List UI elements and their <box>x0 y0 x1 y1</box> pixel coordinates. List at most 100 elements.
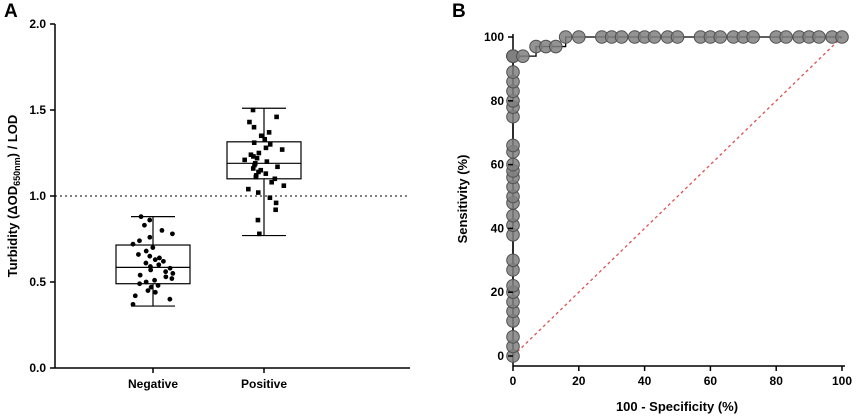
data-point <box>147 264 153 269</box>
roc-panel: 0 20 40 60 80 100 0 20 40 60 80 100 100 - Specifici… <box>455 30 852 414</box>
box-plot-points <box>130 107 287 307</box>
data-point <box>252 161 258 166</box>
data-point <box>258 167 264 173</box>
x-tick-label: Negative <box>128 377 178 391</box>
data-point <box>257 231 262 237</box>
data-point <box>159 228 165 233</box>
roc-point <box>746 30 760 44</box>
y-axis-title: Turbidity (ΔOD650nm) / LOD <box>5 115 22 278</box>
data-point <box>150 245 156 251</box>
data-point <box>247 119 252 125</box>
roc-point <box>812 30 826 44</box>
y-tick-label: 1.0 <box>29 189 46 203</box>
data-point <box>163 274 169 280</box>
data-point <box>242 157 247 163</box>
data-point <box>147 217 153 223</box>
data-point <box>155 283 161 288</box>
roc-y-tick-label: 60 <box>491 158 505 172</box>
data-point <box>263 171 269 176</box>
data-point <box>262 136 268 142</box>
data-point <box>152 289 158 295</box>
roc-x-tick-label: 100 <box>832 374 852 388</box>
data-point <box>275 164 280 170</box>
roc-reference-line <box>512 36 843 357</box>
data-point <box>170 271 176 276</box>
roc-ticks: 0 20 40 60 80 100 0 20 40 60 80 100 <box>484 30 852 388</box>
data-point <box>273 207 278 213</box>
data-point <box>264 159 270 164</box>
data-point <box>143 279 149 285</box>
data-point <box>170 231 175 237</box>
roc-point <box>506 279 520 293</box>
data-point <box>274 114 279 120</box>
roc-y-tick-label: 0 <box>497 349 504 363</box>
data-point <box>148 267 154 273</box>
y-tick-label: 0.5 <box>29 275 46 289</box>
data-point <box>152 257 158 263</box>
roc-point <box>506 208 520 223</box>
data-point <box>138 214 144 220</box>
data-point <box>266 130 272 135</box>
box-plot-panel: 0.0 0.5 1.0 1.5 2.0 Negative Positive Turbidit… <box>5 17 410 391</box>
roc-point <box>572 30 586 44</box>
data-point <box>253 173 259 178</box>
data-point <box>279 147 285 152</box>
roc-x-tick-label: 60 <box>704 374 718 388</box>
data-point <box>143 248 149 254</box>
data-point <box>250 107 256 113</box>
data-point <box>156 262 162 268</box>
data-point <box>152 277 157 283</box>
data-point <box>273 200 279 206</box>
roc-x-tick-label: 80 <box>770 374 784 388</box>
data-point <box>246 186 251 192</box>
reference-line <box>512 36 843 357</box>
y-axis-title-sub: 650nm <box>12 157 22 186</box>
y-tick-label: 1.5 <box>29 103 46 117</box>
data-point <box>130 301 136 307</box>
data-point <box>255 217 261 223</box>
roc-y-tick-label: 100 <box>484 30 504 44</box>
roc-point <box>506 253 520 268</box>
data-point <box>137 272 143 278</box>
roc-point <box>670 30 685 44</box>
roc-point <box>558 30 573 44</box>
roc-point <box>506 138 520 153</box>
data-point <box>137 281 143 287</box>
data-point <box>256 150 262 156</box>
data-point <box>258 133 264 139</box>
data-point <box>251 124 257 130</box>
roc-x-tick-label: 0 <box>510 374 517 388</box>
box-plot-ticks: 0.0 0.5 1.0 1.5 2.0 Negative Positive <box>29 17 287 391</box>
data-point <box>255 190 261 195</box>
data-point <box>267 142 273 147</box>
panel-b-letter: B <box>452 1 466 22</box>
data-point <box>132 293 138 299</box>
roc-y-tick-label: 80 <box>491 94 505 108</box>
data-point <box>136 252 141 257</box>
x-axis-title: 100 - Specificity (%) <box>616 399 738 414</box>
roc-point <box>506 330 520 344</box>
roc-point <box>614 30 629 44</box>
data-point <box>167 296 173 302</box>
data-point <box>130 241 136 247</box>
roc-curve <box>506 30 849 363</box>
box-plot-boxes <box>115 107 302 307</box>
roc-axes <box>512 34 845 367</box>
roc-point <box>835 30 849 44</box>
data-point <box>137 238 142 244</box>
data-point <box>267 195 273 201</box>
x-tick-label: Positive <box>241 377 287 391</box>
roc-x-tick-label: 20 <box>572 374 586 388</box>
data-point <box>157 255 162 261</box>
data-point <box>163 269 169 275</box>
y-tick-label: 0.0 <box>29 361 46 375</box>
roc-x-tick-label: 40 <box>638 374 652 388</box>
data-point <box>248 152 254 158</box>
data-point <box>263 145 269 151</box>
roc-point <box>548 39 563 54</box>
roc-point <box>647 30 662 44</box>
data-point <box>161 258 166 264</box>
data-point <box>147 253 153 259</box>
y-axis-title-pre: Turbidity (ΔOD <box>5 186 20 277</box>
